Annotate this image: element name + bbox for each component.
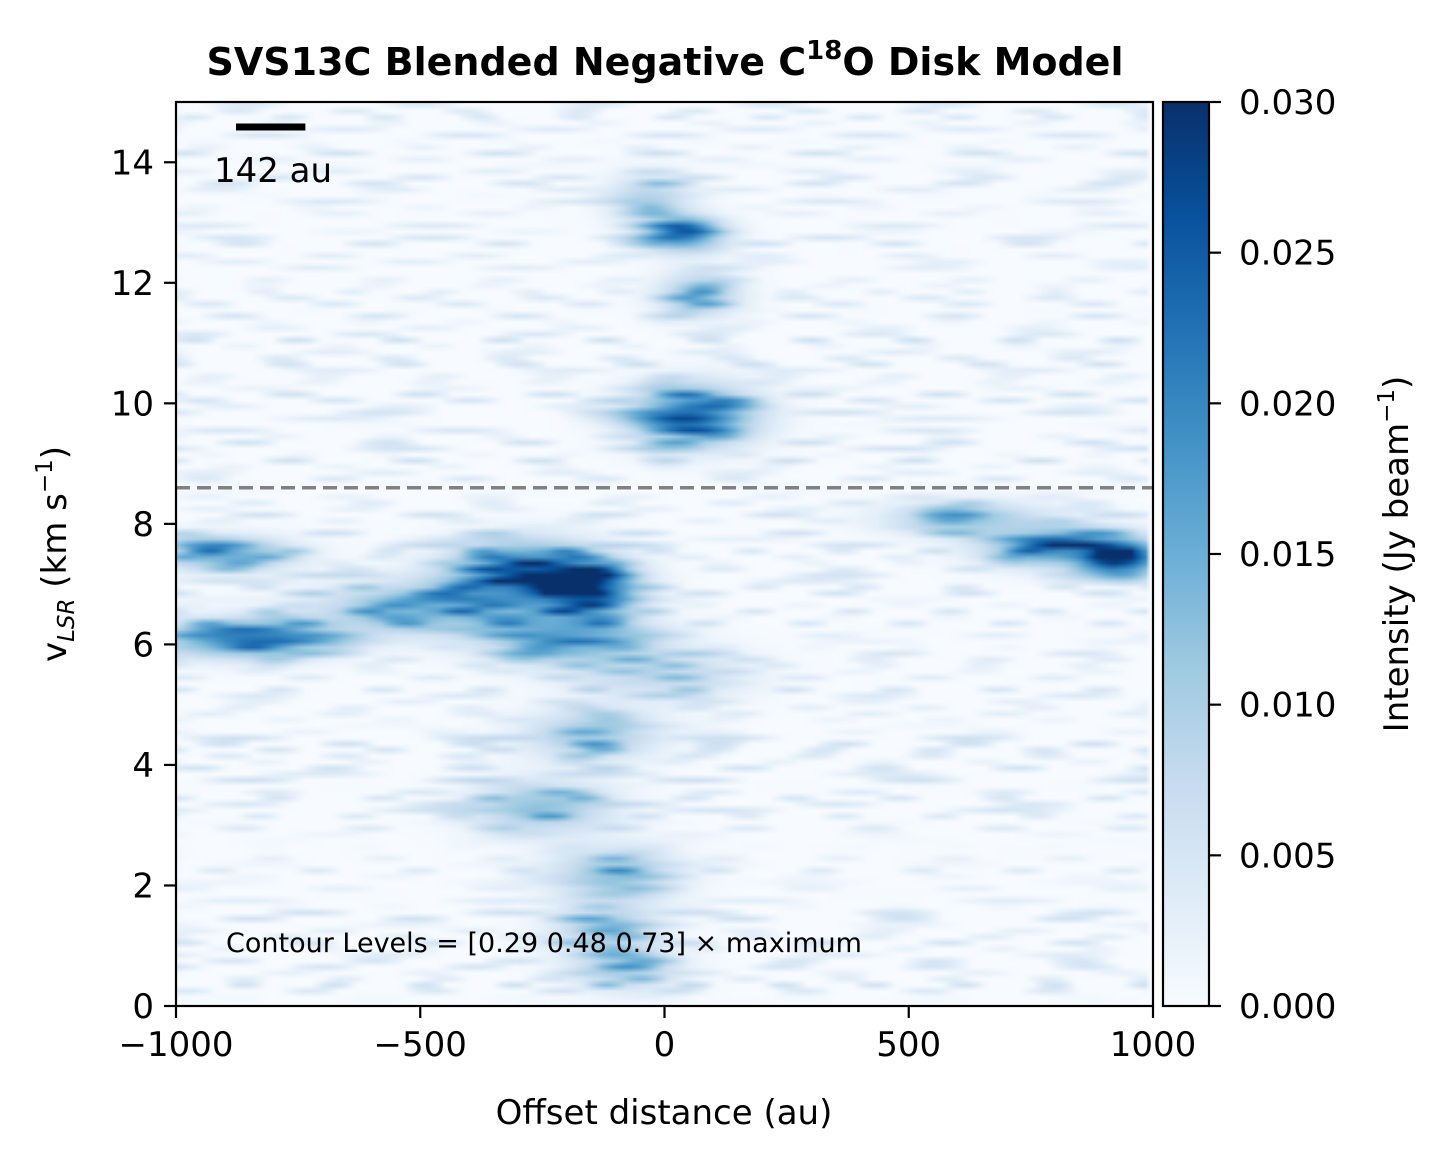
y-tick-label: 2 [132,866,154,906]
colorbar-tick-label: 0.015 [1239,535,1336,575]
contour-levels-label: Contour Levels = [0.29 0.48 0.73] × maxi… [226,928,862,959]
chart-title-superscript: 18 [806,36,842,66]
chart-title-end: O Disk Model [842,40,1123,84]
colorbar-label: Intensity (Jy beam−1) [1374,376,1417,733]
y-tick-label: 4 [132,746,154,786]
colorbar-label-main: Intensity (Jy beam [1377,423,1417,732]
x-tick-label: −500 [374,1025,467,1065]
y-tick-label: 0 [132,987,154,1027]
colorbar-tick-label: 0.010 [1239,686,1336,726]
y-axis: 0 2 4 6 8 10 12 14 [111,143,176,1027]
y-axis-label-units-close: ) [35,446,75,459]
colorbar-tick-label: 0.000 [1239,987,1336,1027]
y-axis-label-units: (km s [35,493,75,598]
y-axis-label: vLSR (km s−1) [32,446,80,662]
chart-title: SVS13C Blended Negative C18O Disk Model [207,36,1124,84]
x-tick-label: −1000 [118,1025,233,1065]
colorbar-axis: 0.000 0.005 0.010 0.015 0.020 0.025 0.030 [1209,83,1336,1027]
x-axis-label: Offset distance (au) [496,1093,833,1133]
x-tick-label: 500 [876,1025,941,1065]
y-tick-label: 10 [111,384,154,424]
colorbar-label-close: ) [1377,376,1417,389]
colorbar-tick-label: 0.020 [1239,384,1336,424]
colorbar-tick-label: 0.025 [1239,234,1336,274]
y-tick-label: 12 [111,264,154,304]
y-tick-label: 6 [132,625,154,665]
chart-title-main: SVS13C Blended Negative C [207,40,807,84]
x-tick-label: 0 [654,1025,676,1065]
scale-bar-label: 142 au [214,151,332,191]
colorbar [1161,100,1211,1008]
x-axis: −1000 −500 0 500 1000 [118,1006,1196,1065]
y-axis-label-subscript: LSR [54,599,80,642]
heatmap-image [176,102,1153,1006]
x-tick-label: 1000 [1110,1025,1197,1065]
colorbar-tick-label: 0.030 [1239,83,1336,123]
colorbar-label-superscript: −1 [1374,389,1400,423]
y-tick-label: 14 [111,143,154,183]
y-tick-label: 8 [132,505,154,545]
y-axis-label-units-superscript: −1 [32,459,58,493]
colorbar-tick-label: 0.005 [1239,836,1336,876]
y-axis-label-main: v [35,642,75,662]
